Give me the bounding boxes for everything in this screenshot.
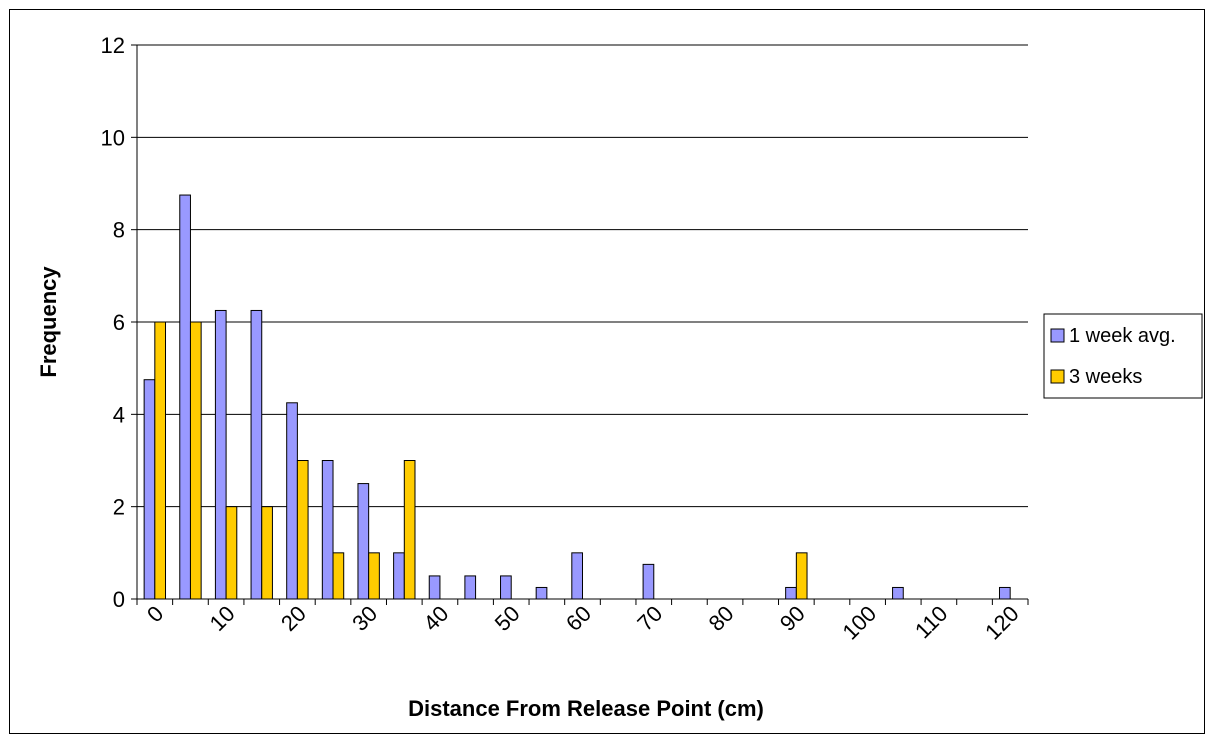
bar-1-week-avg-30 (357, 483, 370, 600)
x-tick-label: 50 (490, 601, 525, 636)
bar-1-week-avg-50 (500, 575, 512, 600)
bar-1-week-avg-20 (286, 402, 298, 600)
x-tick-label: 70 (632, 601, 667, 636)
y-tick-labels: 0 2 4 6 8 10 12 (101, 33, 125, 612)
y-axis-title: Frequency (36, 266, 61, 378)
bar-1-week-avg-35 (393, 552, 405, 600)
bar-1-week-avg-90 (785, 586, 797, 600)
bar-1-week-avg-60 (571, 552, 583, 600)
x-tick-label: 100 (838, 601, 882, 645)
x-tick-label: 10 (205, 601, 240, 636)
legend-swatch-1-week-avg (1050, 328, 1065, 343)
x-tick-label: 40 (418, 601, 453, 636)
bar-1-week-avg-15 (250, 309, 263, 600)
x-axis-title: Distance From Release Point (cm) (408, 696, 764, 721)
bar-3-weeks-35 (403, 460, 416, 600)
bar-1-week-avg-45 (464, 575, 477, 600)
bar-3-weeks-25 (332, 552, 345, 600)
bar-3-weeks-30 (368, 552, 380, 600)
bar-1-week-avg-25 (321, 460, 334, 600)
y-tick-label: 8 (113, 218, 125, 243)
y-tick-label: 2 (113, 495, 125, 520)
legend: 1 week avg. 3 weeks (1043, 313, 1203, 399)
y-tick-label: 4 (113, 402, 125, 427)
bar-1-week-avg-55 (535, 586, 548, 600)
y-tick-label: 6 (113, 310, 125, 335)
bar-3-weeks-10 (225, 506, 238, 600)
bar-3-weeks-15 (261, 506, 273, 600)
bar-3-weeks-5 (189, 321, 202, 600)
x-tick-label: 80 (704, 601, 739, 636)
legend-label-1-week-avg: 1 week avg. (1069, 325, 1176, 347)
y-tick-label: 0 (113, 587, 125, 612)
bar-3-weeks-90 (795, 552, 808, 600)
x-tick-label: 20 (276, 601, 311, 636)
bar-1-week-avg-0 (143, 379, 156, 600)
chart-frame (9, 9, 1205, 734)
legend-swatch-3-weeks (1050, 369, 1065, 384)
bar-1-week-avg-120 (998, 586, 1011, 600)
x-tick-labels: 0 10 20 30 40 50 60 70 80 90 100 110 120 (142, 601, 1024, 645)
x-tick-label: 0 (142, 601, 168, 627)
axes (131, 44, 1029, 605)
bar-1-week-avg-105 (892, 586, 904, 600)
bar-1-week-avg-70 (642, 563, 655, 600)
x-tick-label: 60 (561, 601, 596, 636)
gridlines (137, 44, 1028, 508)
legend-box (1043, 313, 1203, 399)
x-tick-label: 90 (775, 601, 810, 636)
legend-label-3-weeks: 3 weeks (1069, 366, 1142, 388)
bar-1-week-avg-10 (214, 309, 227, 600)
y-tick-label: 12 (101, 33, 125, 58)
x-tick-label: 110 (910, 601, 952, 643)
bar-1-week-avg-5 (179, 194, 191, 600)
bar-3-weeks-20 (296, 460, 309, 600)
bar-3-weeks-0 (154, 321, 167, 600)
bar-1-week-avg-40 (428, 575, 441, 600)
y-tick-label: 10 (101, 125, 125, 150)
x-tick-label: 120 (980, 601, 1024, 645)
x-tick-label: 30 (347, 601, 382, 636)
bars (143, 194, 1011, 600)
